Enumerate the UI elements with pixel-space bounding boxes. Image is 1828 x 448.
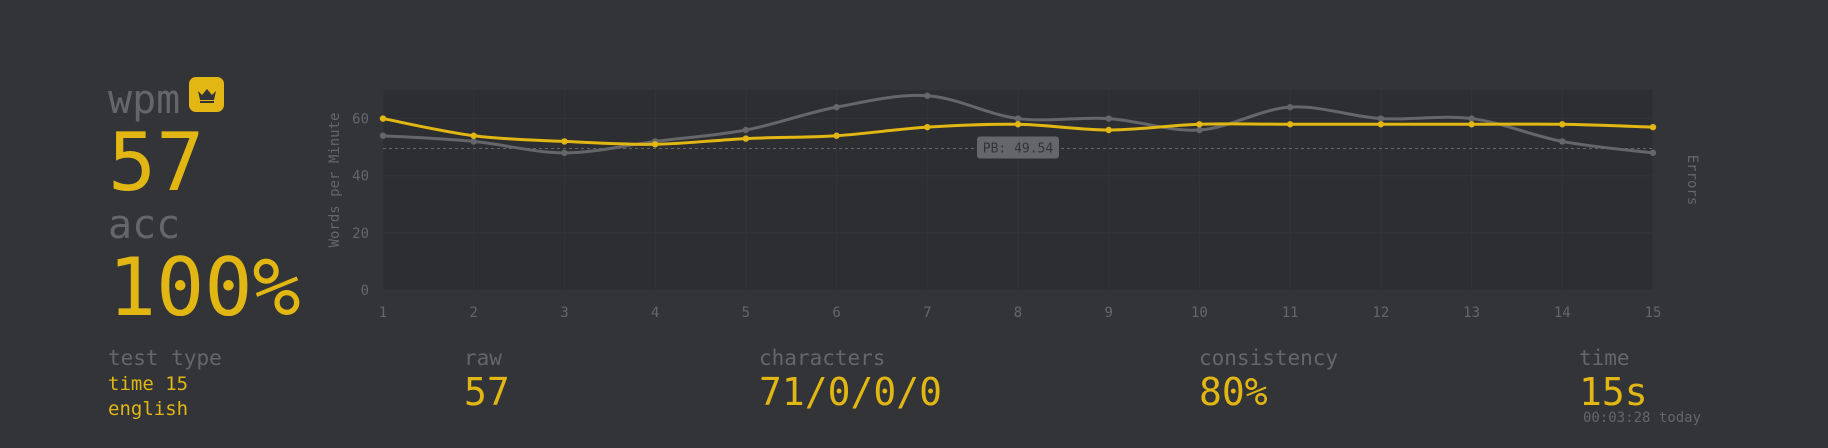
data-point (1105, 126, 1112, 134)
acc-label: acc (108, 202, 181, 248)
data-point (924, 92, 931, 99)
y-tick-label: 40 (352, 169, 369, 185)
acc-value: 100% (108, 241, 301, 334)
raw-value: 57 (464, 370, 510, 414)
characters-value: 71/0/0/0 (759, 370, 943, 414)
x-tick-label: 2 (469, 305, 477, 321)
data-point (1014, 121, 1022, 128)
x-tick-label: 9 (1104, 305, 1112, 321)
errors-axis-label: Errors (1684, 155, 1700, 206)
x-tick-label: 4 (651, 305, 659, 321)
x-tick-label: 6 (832, 305, 840, 321)
wpm-label: wpm (108, 77, 181, 123)
x-tick-label: 11 (1282, 305, 1299, 321)
characters-label: characters (759, 346, 886, 370)
y-axis-ticks: 0 20 40 60 (352, 112, 369, 299)
data-point (561, 149, 568, 157)
time-label: time (1579, 346, 1630, 370)
pb-annotation-box (977, 136, 1059, 159)
raw-label: raw (464, 346, 502, 370)
data-point (742, 126, 750, 134)
data-point (1286, 121, 1294, 128)
data-point (1196, 126, 1203, 134)
x-tick-label: 13 (1463, 305, 1480, 321)
data-point (1468, 121, 1475, 128)
y-tick-label: 60 (352, 112, 369, 128)
data-point (833, 103, 840, 111)
y-tick-label: 20 (352, 226, 369, 242)
time-timestamp: 00:03:28 today (1583, 410, 1702, 426)
x-tick-label: 7 (923, 305, 931, 321)
data-point (742, 135, 750, 142)
data-point (1468, 115, 1475, 122)
x-tick-label: 10 (1191, 305, 1208, 321)
time-value: 15s (1579, 370, 1648, 414)
test-type-language: english (108, 398, 189, 420)
x-tick-label: 15 (1645, 305, 1662, 321)
x-tick-label: 1 (379, 305, 387, 321)
test-type-label: test type (108, 346, 222, 370)
data-point (651, 141, 659, 148)
data-point (833, 132, 840, 139)
data-point (1377, 121, 1385, 128)
data-point (561, 138, 568, 145)
x-tick-label: 5 (742, 305, 750, 321)
x-tick-label: 8 (1014, 305, 1022, 321)
data-point (1196, 121, 1203, 128)
data-point (1286, 103, 1294, 111)
data-point (1014, 115, 1022, 122)
data-point (1377, 115, 1385, 122)
data-point (470, 132, 477, 139)
consistency-value: 80% (1199, 370, 1268, 414)
wpm-value: 57 (108, 116, 205, 209)
x-tick-label: 12 (1372, 305, 1389, 321)
y-axis-label: Words per Minute (327, 113, 343, 248)
x-tick-label: 3 (560, 305, 568, 321)
data-point (1105, 115, 1112, 122)
data-point (924, 123, 931, 131)
data-point (470, 138, 477, 145)
pb-annotation-label: PB: 49.54 (983, 141, 1054, 156)
data-point (1649, 123, 1657, 131)
consistency-label: consistency (1199, 346, 1339, 370)
crown-icon (189, 77, 224, 112)
x-tick-label: 14 (1554, 305, 1571, 321)
series-layer (379, 92, 1657, 157)
y-tick-label: 0 (361, 283, 369, 299)
data-point (379, 132, 387, 139)
data-point (1559, 121, 1566, 128)
data-point (1559, 138, 1566, 145)
data-point (1649, 149, 1657, 157)
x-axis-ticks: 1 2 3 4 5 6 7 8 9 10 11 12 13 14 15 (379, 305, 1662, 321)
data-point (379, 115, 387, 122)
test-type-mode: time 15 (108, 373, 189, 395)
